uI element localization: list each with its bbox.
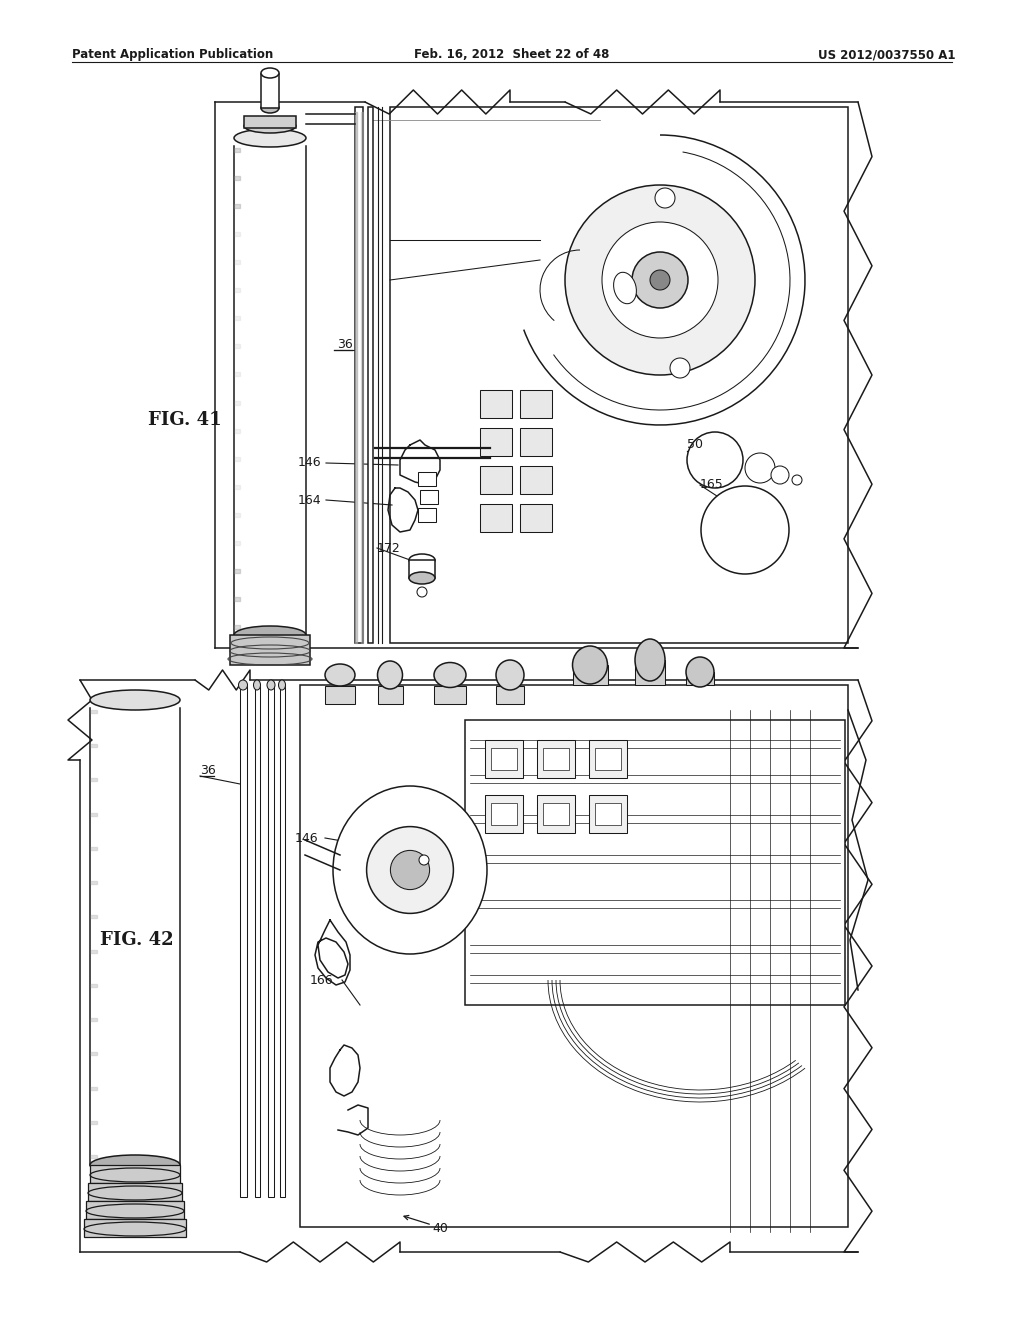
Bar <box>635 660 665 685</box>
Text: 50: 50 <box>687 438 703 451</box>
Ellipse shape <box>254 680 260 690</box>
Ellipse shape <box>90 690 180 710</box>
Ellipse shape <box>613 272 636 304</box>
Ellipse shape <box>333 785 487 954</box>
Bar <box>520 428 552 455</box>
Ellipse shape <box>409 572 435 583</box>
Ellipse shape <box>686 657 714 686</box>
Circle shape <box>367 826 454 913</box>
Bar <box>496 686 524 704</box>
Ellipse shape <box>234 626 306 644</box>
Text: 36: 36 <box>337 338 352 351</box>
Text: 164: 164 <box>298 494 322 507</box>
Ellipse shape <box>409 554 435 566</box>
Circle shape <box>670 358 690 378</box>
Circle shape <box>417 587 427 597</box>
Text: 40: 40 <box>432 1221 447 1234</box>
Bar <box>490 803 517 825</box>
Ellipse shape <box>325 664 355 686</box>
Ellipse shape <box>635 639 665 681</box>
Circle shape <box>565 185 755 375</box>
Ellipse shape <box>434 663 466 688</box>
Bar <box>409 560 435 578</box>
Bar <box>325 686 355 704</box>
Bar <box>300 685 848 1228</box>
Circle shape <box>632 252 688 308</box>
Bar <box>686 672 714 685</box>
Bar <box>537 741 575 777</box>
Bar <box>368 107 373 643</box>
Bar <box>485 741 523 777</box>
Bar <box>480 389 512 418</box>
Ellipse shape <box>572 645 607 684</box>
Circle shape <box>390 850 430 890</box>
Bar <box>485 795 523 833</box>
Ellipse shape <box>234 129 306 147</box>
Bar <box>480 504 512 532</box>
Text: FIG. 42: FIG. 42 <box>100 931 174 949</box>
Bar <box>480 466 512 494</box>
Bar <box>520 466 552 494</box>
Bar <box>244 116 296 128</box>
Text: 172: 172 <box>377 541 400 554</box>
Ellipse shape <box>239 680 248 690</box>
Bar <box>420 490 438 504</box>
Bar <box>355 107 362 643</box>
Ellipse shape <box>90 1155 180 1175</box>
Text: FIG. 41: FIG. 41 <box>148 411 221 429</box>
Circle shape <box>687 432 743 488</box>
Bar <box>418 473 436 486</box>
Bar <box>390 107 848 643</box>
Text: US 2012/0037550 A1: US 2012/0037550 A1 <box>817 48 955 61</box>
Circle shape <box>792 475 802 484</box>
Bar <box>434 686 466 704</box>
Bar <box>90 1166 180 1183</box>
Bar <box>84 1218 186 1237</box>
Bar <box>378 686 403 704</box>
Ellipse shape <box>496 660 524 690</box>
Text: 36: 36 <box>200 763 216 776</box>
Bar <box>595 748 621 770</box>
Ellipse shape <box>378 661 402 689</box>
Bar <box>86 1201 184 1218</box>
Bar <box>280 685 285 1197</box>
Ellipse shape <box>279 680 286 690</box>
Bar <box>520 389 552 418</box>
Bar <box>520 504 552 532</box>
Text: Feb. 16, 2012  Sheet 22 of 48: Feb. 16, 2012 Sheet 22 of 48 <box>415 48 609 61</box>
Text: 146: 146 <box>295 832 318 845</box>
Bar <box>465 719 845 1005</box>
Bar <box>255 685 260 1197</box>
Text: 165: 165 <box>700 479 724 491</box>
Bar <box>537 795 575 833</box>
Circle shape <box>745 453 775 483</box>
Bar <box>480 428 512 455</box>
Text: 166: 166 <box>310 974 334 986</box>
Circle shape <box>419 855 429 865</box>
Bar <box>573 665 608 685</box>
Circle shape <box>701 486 790 574</box>
Bar <box>589 795 627 833</box>
Circle shape <box>771 466 790 484</box>
Ellipse shape <box>267 680 275 690</box>
Circle shape <box>602 222 718 338</box>
Ellipse shape <box>261 103 279 114</box>
Bar <box>230 635 310 665</box>
Bar <box>490 748 517 770</box>
Bar <box>88 1183 182 1201</box>
Bar <box>418 508 436 521</box>
Bar <box>543 803 569 825</box>
Bar <box>240 685 247 1197</box>
Bar <box>589 741 627 777</box>
Circle shape <box>655 187 675 209</box>
Text: Patent Application Publication: Patent Application Publication <box>72 48 273 61</box>
Bar <box>543 748 569 770</box>
Ellipse shape <box>261 69 279 78</box>
Bar <box>261 74 279 108</box>
Bar <box>595 803 621 825</box>
Text: 146: 146 <box>298 457 322 470</box>
Bar <box>268 685 274 1197</box>
Circle shape <box>650 271 670 290</box>
Ellipse shape <box>244 119 296 133</box>
